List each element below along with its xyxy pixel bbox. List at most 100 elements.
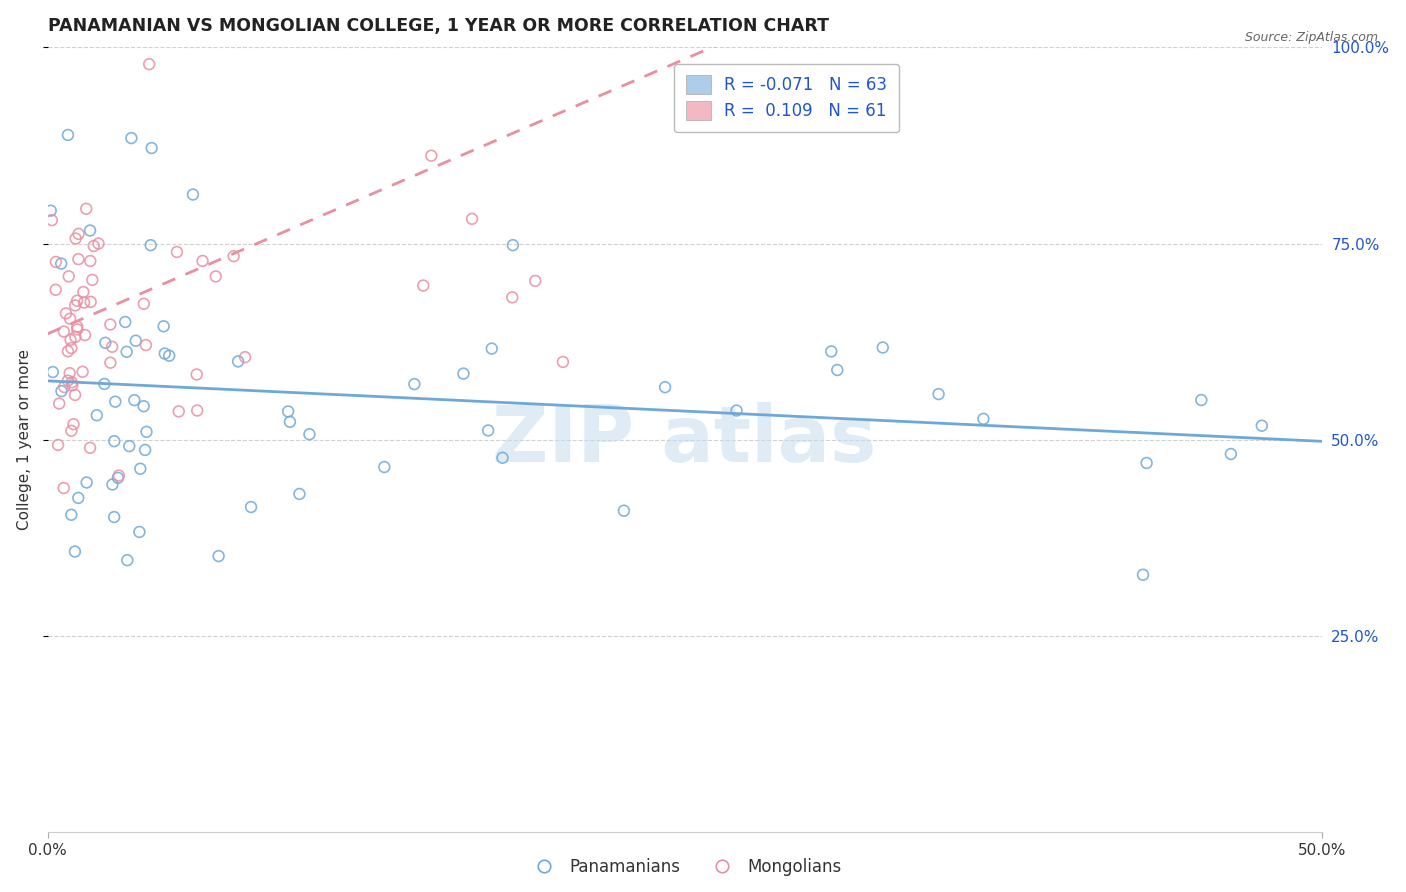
Point: [73, 328, 96, 343]
Point: [86, 409, 108, 423]
Point: [63, 544, 86, 558]
Point: [972, 412, 994, 426]
Point: [825, 363, 848, 377]
Point: [654, 380, 676, 394]
Point: [129, 461, 152, 475]
Point: [65, 330, 87, 344]
Point: [125, 334, 148, 348]
Point: [191, 254, 214, 268]
Point: [502, 238, 524, 252]
Point: [52, 481, 75, 495]
Point: [59, 333, 82, 347]
Point: [204, 269, 226, 284]
Point: [501, 290, 523, 304]
Point: [139, 238, 162, 252]
Point: [551, 355, 574, 369]
Point: [42, 365, 65, 379]
Point: [72, 285, 94, 299]
Point: [152, 319, 174, 334]
Point: [73, 295, 96, 310]
Point: [60, 378, 83, 392]
Point: [101, 477, 124, 491]
Legend: Panamanians, Mongolians: Panamanians, Mongolians: [522, 851, 848, 883]
Point: [222, 249, 245, 263]
Point: [79, 441, 101, 455]
Point: [240, 500, 263, 514]
Point: [138, 57, 160, 71]
Point: [52, 325, 75, 339]
Point: [76, 475, 98, 490]
Point: [104, 394, 127, 409]
Point: [135, 338, 157, 352]
Point: [59, 311, 82, 326]
Point: [477, 424, 499, 438]
Point: [46, 438, 69, 452]
Point: [118, 439, 141, 453]
Point: [60, 424, 83, 438]
Point: [56, 344, 79, 359]
Point: [233, 350, 256, 364]
Point: [48, 396, 70, 410]
Point: [1136, 456, 1159, 470]
Point: [277, 404, 299, 418]
Point: [120, 131, 142, 145]
Point: [45, 283, 67, 297]
Point: [65, 231, 87, 245]
Point: [56, 374, 79, 388]
Point: [103, 510, 125, 524]
Point: [53, 380, 76, 394]
Point: [63, 298, 86, 312]
Point: [141, 141, 163, 155]
Point: [45, 255, 67, 269]
Point: [41, 213, 63, 227]
Point: [1132, 567, 1154, 582]
Point: [207, 549, 229, 563]
Point: [67, 252, 90, 266]
Point: [58, 269, 80, 284]
Point: [55, 306, 77, 320]
Point: [115, 344, 138, 359]
Point: [491, 450, 513, 465]
Point: [186, 368, 208, 382]
Point: [134, 442, 156, 457]
Point: [820, 344, 842, 359]
Point: [226, 354, 249, 368]
Point: [166, 244, 188, 259]
Point: [278, 415, 301, 429]
Point: [132, 297, 155, 311]
Point: [83, 239, 105, 253]
Point: [135, 425, 157, 439]
Point: [117, 553, 139, 567]
Point: [453, 367, 475, 381]
Point: [1219, 447, 1241, 461]
Point: [98, 318, 121, 332]
Point: [1250, 418, 1272, 433]
Point: [298, 427, 321, 442]
Point: [51, 384, 73, 398]
Point: [100, 356, 122, 370]
Point: [75, 202, 97, 216]
Point: [124, 393, 146, 408]
Point: [181, 187, 204, 202]
Point: [461, 211, 484, 226]
Point: [67, 227, 90, 241]
Point: [94, 335, 117, 350]
Point: [928, 387, 950, 401]
Point: [39, 203, 62, 218]
Point: [288, 487, 311, 501]
Point: [67, 491, 90, 505]
Point: [62, 417, 84, 432]
Point: [412, 278, 434, 293]
Point: [420, 149, 443, 163]
Point: [1189, 392, 1212, 407]
Point: [79, 254, 101, 268]
Point: [108, 468, 131, 483]
Point: [373, 460, 395, 475]
Point: [128, 524, 150, 539]
Point: [59, 366, 82, 380]
Text: PANAMANIAN VS MONGOLIAN COLLEGE, 1 YEAR OR MORE CORRELATION CHART: PANAMANIAN VS MONGOLIAN COLLEGE, 1 YEAR …: [48, 17, 828, 35]
Point: [101, 340, 124, 354]
Y-axis label: College, 1 year or more: College, 1 year or more: [17, 350, 32, 530]
Point: [66, 293, 89, 308]
Point: [93, 376, 115, 391]
